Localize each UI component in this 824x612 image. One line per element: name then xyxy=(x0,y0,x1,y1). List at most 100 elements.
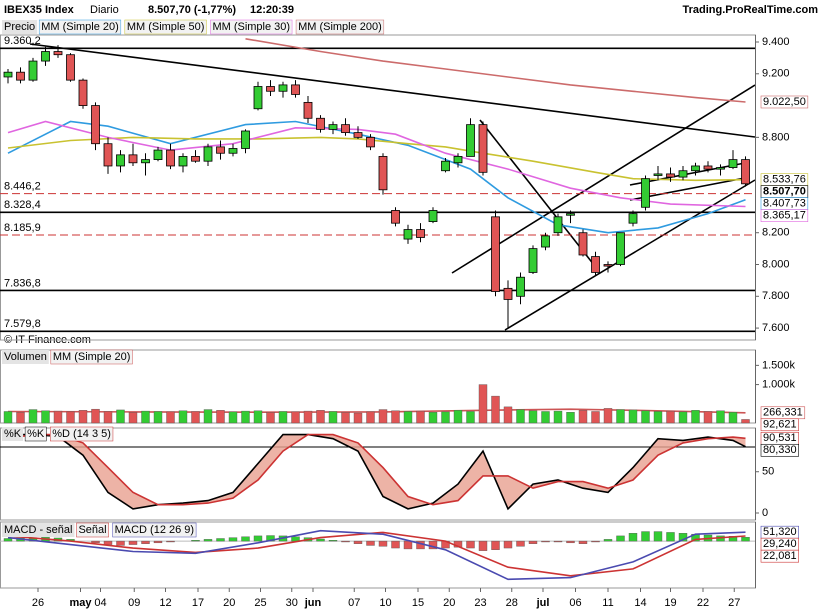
x-tick-label: 25 xyxy=(254,597,266,609)
volume-bar xyxy=(103,411,113,424)
level-label: 8.328,4 xyxy=(4,199,41,211)
volume-bar xyxy=(653,411,663,424)
panel-name: Precio xyxy=(4,21,35,33)
legend-entry: MM (Simple 20) xyxy=(53,351,131,363)
legend-entry: MACD (12 26 9) xyxy=(115,524,194,536)
candle-body xyxy=(666,173,675,178)
trend-line xyxy=(479,119,599,271)
x-tick-label: 06 xyxy=(569,597,581,609)
histogram-bar xyxy=(3,538,13,542)
x-tick-label: 19 xyxy=(664,597,676,609)
panel-name: %K xyxy=(4,428,22,440)
x-tick-label: 07 xyxy=(348,597,360,609)
legend-entry: MM (Simple 30) xyxy=(212,21,290,33)
x-tick-label: jul xyxy=(536,597,550,609)
end-label: 8.533,76 xyxy=(763,174,806,186)
time: 12:20:39 xyxy=(250,4,294,16)
legend-bg xyxy=(295,19,385,35)
histogram-bar xyxy=(541,540,550,543)
histogram-bar xyxy=(616,535,625,542)
series-line xyxy=(7,531,746,577)
y-tick-label: 8.000 xyxy=(762,258,790,270)
candle-body xyxy=(341,124,350,133)
volume-bar xyxy=(591,411,600,424)
histogram-bar xyxy=(628,533,638,542)
histogram-bar xyxy=(141,540,150,544)
panel-name-bg xyxy=(2,523,75,537)
candle-body xyxy=(53,51,63,56)
volume-bar xyxy=(478,384,488,424)
candle-body xyxy=(416,229,425,238)
last-price: 8.507,70 (-1,77%) xyxy=(148,4,236,16)
volume-bar xyxy=(78,410,88,424)
volume-bar xyxy=(641,410,650,424)
candle-body xyxy=(491,216,500,292)
histogram-bar xyxy=(553,540,563,543)
histogram-bar xyxy=(503,540,513,549)
volume-bar xyxy=(528,410,538,424)
volume-bar xyxy=(516,409,525,424)
candle-body xyxy=(203,146,213,162)
legend-bg xyxy=(38,19,122,35)
candle-body xyxy=(253,86,263,110)
candle-body xyxy=(16,71,25,81)
volume-bar xyxy=(503,406,513,424)
volume-bar xyxy=(553,410,563,424)
legend-bg xyxy=(112,522,197,538)
histogram-bar xyxy=(666,532,675,542)
legend-bg xyxy=(50,349,133,365)
series-line xyxy=(7,120,746,208)
candle-body xyxy=(3,71,13,78)
candle-body xyxy=(403,229,413,240)
candle-body xyxy=(728,159,738,168)
trend-line xyxy=(451,84,755,274)
end-label: 8.407,73 xyxy=(763,198,806,210)
histogram-bar xyxy=(128,540,138,545)
candle-body xyxy=(503,287,513,300)
level-label: 9.360,2 xyxy=(4,35,41,47)
candle-body xyxy=(266,86,275,92)
legend-entry: MM (Simple 20) xyxy=(41,21,119,33)
histogram-bar xyxy=(216,538,225,542)
panel-name: MACD - señal xyxy=(4,524,72,536)
y-tick-label: 7.800 xyxy=(762,290,790,302)
volume-bar xyxy=(228,411,238,424)
candle-body xyxy=(716,167,725,170)
legend-bg xyxy=(76,522,109,538)
series-line xyxy=(7,120,746,234)
volume-bar xyxy=(416,410,425,424)
volume-bar xyxy=(141,410,150,424)
histogram-bar xyxy=(403,540,413,550)
x-tick-label: 20 xyxy=(223,597,235,609)
x-tick-label: jun xyxy=(304,597,322,609)
candle-body xyxy=(228,148,238,154)
histogram-bar xyxy=(353,540,363,544)
volume-bar xyxy=(116,409,125,424)
histogram-bar xyxy=(153,540,163,544)
volume-bar xyxy=(41,410,50,424)
histogram-bar xyxy=(741,537,750,542)
volume-bar xyxy=(578,410,588,424)
volume-bar xyxy=(391,410,400,424)
end-label: 90,531 xyxy=(763,432,797,444)
x-tick-label: 17 xyxy=(192,597,204,609)
histogram-bar xyxy=(378,540,388,547)
x-tick-label: 04 xyxy=(94,597,106,609)
candle-body xyxy=(478,124,488,173)
candle-body xyxy=(441,160,450,172)
volume-bar xyxy=(16,412,25,424)
volume-bar xyxy=(203,409,213,424)
legend-entry: MM (Simple 200) xyxy=(298,21,382,33)
histogram-bar xyxy=(91,540,100,544)
volume-bar xyxy=(291,411,300,424)
histogram-bar xyxy=(578,540,588,544)
volume-bar xyxy=(28,409,38,424)
end-label: 9.022,50 xyxy=(763,96,806,108)
candle-body xyxy=(303,101,313,119)
histogram-bar xyxy=(328,540,338,542)
candle-body xyxy=(153,149,163,161)
volume-bar xyxy=(453,410,463,424)
histogram-bar xyxy=(391,540,400,549)
legend-bg xyxy=(50,426,114,442)
volume-bar xyxy=(628,409,638,424)
